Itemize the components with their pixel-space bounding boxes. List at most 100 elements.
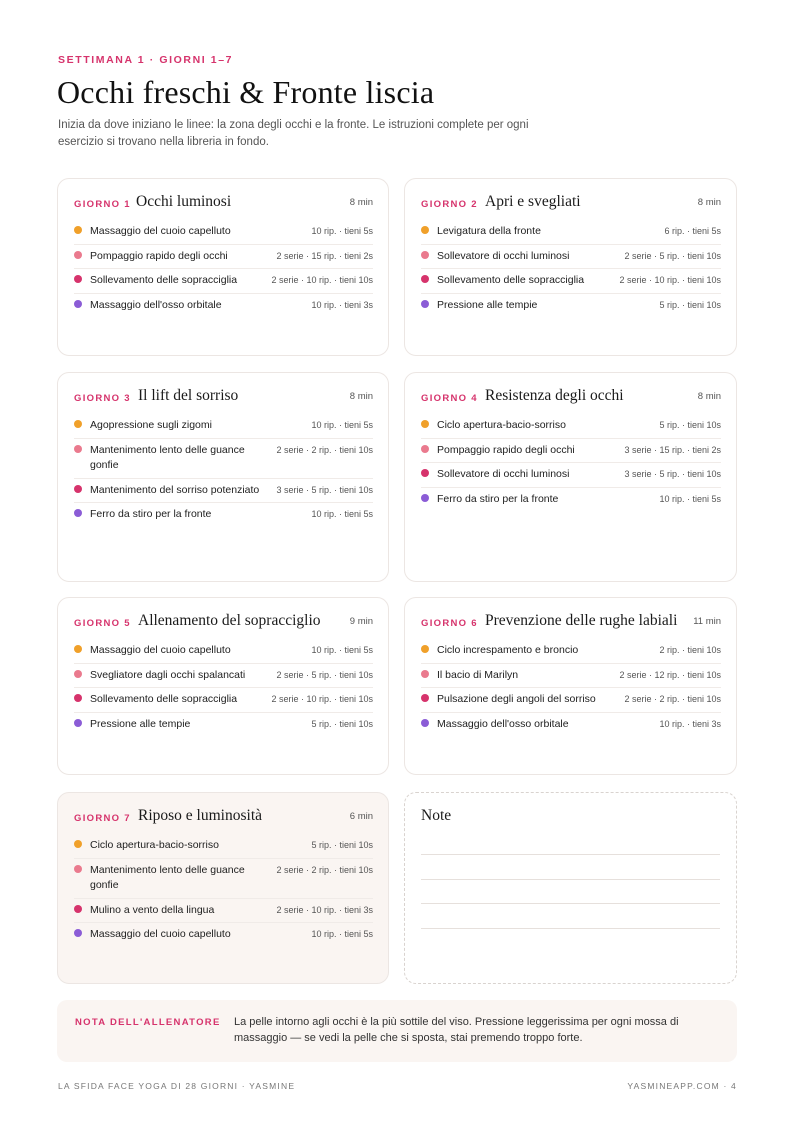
- day-card-3: GIORNO 3 Il lift del sorriso 8 min Agopress…: [57, 372, 389, 582]
- exercise-row: Massaggio del cuoio capelluto 10 rip. · t…: [74, 639, 373, 664]
- day-title: Occhi luminosi: [136, 193, 232, 210]
- exercise-row: Sollevamento delle sopracciglia 2 serie ·…: [421, 269, 721, 294]
- exercise-row: Massaggio dell'osso orbitale 10 rip. · ti…: [421, 713, 721, 737]
- exercise-meta: 2 serie · 10 rip. · tieni 3s: [276, 904, 373, 915]
- day-tag: GIORNO 2: [421, 199, 478, 210]
- exercise-row: Sollevatore di occhi luminosi 2 serie · 5…: [421, 245, 721, 269]
- exercise-row: Ciclo apertura-bacio-sorriso 5 rip. · tie…: [74, 834, 373, 859]
- exercise-row: Il bacio di Marilyn 2 serie · 12 rip. · t…: [421, 664, 721, 688]
- exercise-name: Mantenimento lento delle guance gonfie: [90, 443, 245, 472]
- footer-right: YASMINEAPP.COM · 4: [627, 1081, 737, 1091]
- day-tag: GIORNO 6: [421, 618, 478, 629]
- exercise-dot-icon: [421, 444, 429, 453]
- exercise-dot-icon: [421, 718, 429, 727]
- exercise-dot-icon: [74, 929, 82, 937]
- note-line: [421, 903, 720, 904]
- exercise-meta: 2 serie · 5 rip. · tieni 10s: [276, 669, 373, 680]
- page-title: Occhi freschi & Fronte liscia: [57, 74, 435, 110]
- exercise-meta: 2 serie · 15 rip. · tieni 2s: [276, 250, 373, 261]
- exercise-name: Sollevamento delle sopracciglia: [437, 274, 585, 286]
- exercise-meta: 10 rip. · tieni 5s: [311, 226, 373, 236]
- exercise-name: Pressione alle tempie: [437, 298, 538, 311]
- exercise-name: Mulino a vento della lingua: [90, 903, 215, 916]
- intro-text: Inizia da dove iniziano le linee: la zon…: [58, 119, 529, 148]
- note-line: [421, 928, 720, 929]
- exercise-row: Mantenimento lento delle guance gonfie 2 …: [74, 439, 373, 479]
- exercise-dot-icon: [421, 299, 429, 308]
- exercise-list: Massaggio del cuoio capelluto 10 rip. · t…: [74, 220, 373, 317]
- exercise-meta: 2 serie · 10 rip. · tieni 10s: [619, 275, 721, 285]
- day-tag: GIORNO 3: [74, 393, 131, 404]
- exercise-name: Svegliatore dagli occhi spalancati: [90, 668, 246, 681]
- day-title: Riposo e luminosità: [138, 807, 262, 824]
- notes-box[interactable]: Note: [404, 792, 737, 984]
- exercise-row: Pompaggio rapido degli occhi 3 serie · 15…: [421, 439, 721, 463]
- exercise-name: Levigatura della fronte: [437, 225, 541, 237]
- exercise-meta: 3 serie · 15 rip. · tieni 2s: [624, 444, 721, 455]
- day-title: Allenamento del sopracciglio: [138, 612, 321, 629]
- day-tag: GIORNO 5: [74, 618, 131, 629]
- day-title: Prevenzione delle rughe labiali: [485, 612, 678, 629]
- exercise-row: Ferro da stiro per la fronte 10 rip. · ti…: [74, 503, 373, 527]
- exercise-name: Ciclo apertura-bacio-sorriso: [437, 419, 566, 431]
- exercise-meta: 2 serie · 12 rip. · tieni 10s: [619, 669, 721, 680]
- exercise-meta: 5 rip. · tieni 10s: [311, 840, 373, 850]
- exercise-row: Levigatura della fronte 6 rip. · tieni 5s: [421, 220, 721, 245]
- exercise-dot-icon: [74, 275, 82, 283]
- exercise-name: Massaggio dell'osso orbitale: [90, 298, 222, 311]
- exercise-dot-icon: [74, 718, 82, 727]
- note-line: [421, 879, 720, 880]
- day-card-header: GIORNO 2 Apri e svegliati 8 min: [421, 193, 721, 215]
- exercise-meta: 6 rip. · tieni 5s: [664, 226, 721, 236]
- exercise-row: Sollevamento delle sopracciglia 2 serie ·…: [74, 688, 373, 713]
- exercise-dot-icon: [74, 509, 82, 517]
- exercise-name: Pompaggio rapido degli occhi: [437, 443, 575, 456]
- exercise-dot-icon: [74, 299, 82, 308]
- exercise-dot-icon: [421, 250, 429, 259]
- exercise-meta: 10 rip. · tieni 5s: [311, 929, 373, 939]
- exercise-meta: 5 rip. · tieni 10s: [311, 718, 373, 729]
- day-tag: GIORNO 7: [74, 813, 131, 824]
- exercise-name: Pulsazione degli angoli del sorriso: [437, 693, 596, 705]
- exercise-meta: 2 rip. · tieni 10s: [659, 645, 721, 655]
- day-title: Apri e svegliati: [485, 193, 581, 210]
- exercise-dot-icon: [74, 645, 82, 653]
- exercise-list: Ciclo apertura-bacio-sorriso 5 rip. · tie…: [421, 414, 721, 511]
- exercise-meta: 2 serie · 10 rip. · tieni 10s: [271, 275, 373, 285]
- day-card-header: GIORNO 3 Il lift del sorriso 8 min: [74, 387, 373, 409]
- day-card-6: GIORNO 6 Prevenzione delle rughe labiali 1…: [404, 597, 737, 775]
- exercise-list: Ciclo apertura-bacio-sorriso 5 rip. · tie…: [74, 834, 373, 947]
- exercise-row: Sollevatore di occhi luminosi 3 serie · 5…: [421, 463, 721, 488]
- exercise-dot-icon: [74, 904, 82, 913]
- exercise-list: Agopressione sugli zigomi 10 rip. · tieni…: [74, 414, 373, 527]
- exercise-name: Ciclo apertura-bacio-sorriso: [90, 839, 219, 851]
- day-card-2: GIORNO 2 Apri e svegliati 8 min Levigatura …: [404, 178, 737, 356]
- exercise-row: Massaggio del cuoio capelluto 10 rip. · t…: [74, 923, 373, 947]
- day-title: Resistenza degli occhi: [485, 387, 624, 404]
- exercise-name: Massaggio del cuoio capelluto: [90, 928, 231, 940]
- exercise-row: Ferro da stiro per la fronte 10 rip. · ti…: [421, 488, 721, 512]
- day-card-header: GIORNO 5 Allenamento del sopracciglio 9 mi…: [74, 612, 373, 634]
- day-card-header: GIORNO 7 Riposo e luminosità 6 min: [74, 807, 373, 829]
- exercise-dot-icon: [74, 840, 82, 848]
- exercise-name: Agopressione sugli zigomi: [90, 419, 212, 431]
- notes-title: Note: [421, 807, 452, 824]
- exercise-name: Massaggio del cuoio capelluto: [90, 225, 231, 237]
- exercise-dot-icon: [421, 226, 429, 234]
- exercise-meta: 2 serie · 5 rip. · tieni 10s: [624, 250, 721, 261]
- exercise-dot-icon: [74, 669, 82, 678]
- exercise-dot-icon: [74, 864, 82, 873]
- exercise-row: Pulsazione degli angoli del sorriso 2 ser…: [421, 688, 721, 713]
- day-duration: 8 min: [697, 197, 721, 208]
- note-line: [421, 854, 720, 855]
- exercise-list: Massaggio del cuoio capelluto 10 rip. · t…: [74, 639, 373, 736]
- exercise-meta: 10 rip. · tieni 5s: [311, 509, 373, 519]
- exercise-name: Il bacio di Marilyn: [437, 668, 519, 681]
- exercise-row: Pompaggio rapido degli occhi 2 serie · 15…: [74, 245, 373, 269]
- exercise-dot-icon: [421, 420, 429, 428]
- exercise-row: Mantenimento del sorriso potenziato 3 ser…: [74, 479, 373, 503]
- exercise-row: Agopressione sugli zigomi 10 rip. · tieni…: [74, 414, 373, 439]
- exercise-meta: 10 rip. · tieni 5s: [659, 493, 721, 504]
- exercise-dot-icon: [421, 694, 429, 702]
- exercise-dot-icon: [74, 226, 82, 234]
